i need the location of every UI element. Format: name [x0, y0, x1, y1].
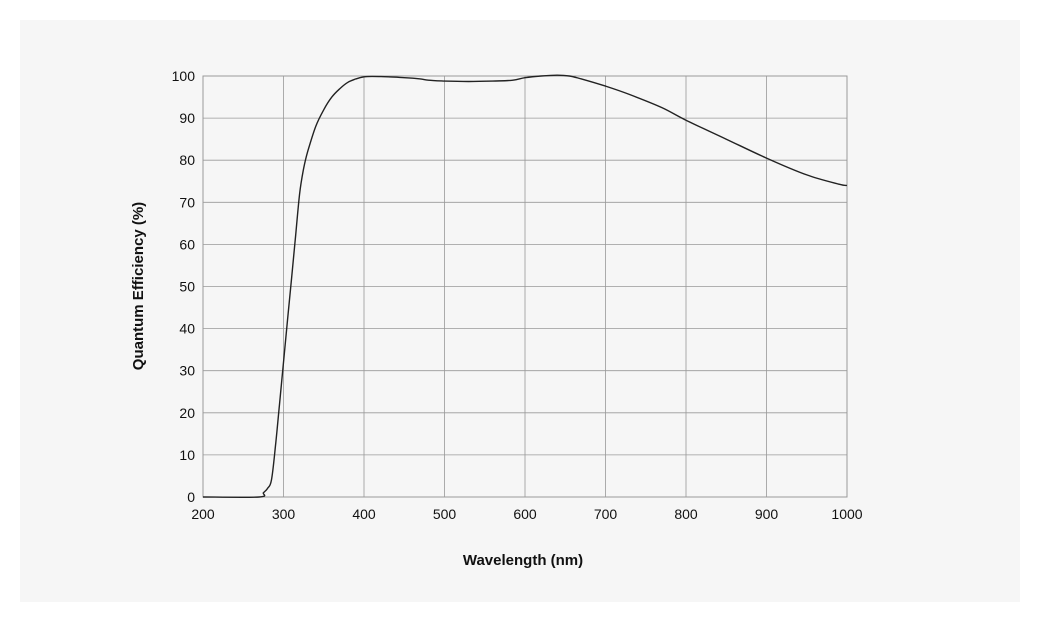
- y-tick-label: 30: [179, 363, 195, 379]
- x-axis-label: Wavelength (nm): [463, 552, 583, 569]
- y-tick-label: 80: [179, 152, 195, 168]
- y-axis-label: Quantum Efficiency (%): [130, 202, 147, 370]
- x-tick-label: 500: [433, 506, 457, 522]
- y-axis-ticks: 0 10 20 30 40 50 60 70 80 90 100: [172, 68, 196, 505]
- grid: [203, 76, 847, 497]
- x-axis-ticks: 200 300 400 500 600 700 800 900 1000: [191, 506, 862, 522]
- x-tick-label: 900: [755, 506, 779, 522]
- x-tick-label: 300: [272, 506, 296, 522]
- chart-panel: 0 10 20 30 40 50 60 70 80 90 100 200 300 400 500 600 70…: [20, 20, 1020, 602]
- series-line: [202, 74, 848, 499]
- x-tick-label: 400: [352, 506, 376, 522]
- y-tick-label: 0: [187, 489, 195, 505]
- y-tick-label: 10: [179, 447, 195, 463]
- y-tick-label: 50: [179, 279, 195, 295]
- y-tick-label: 60: [179, 236, 195, 252]
- y-tick-label: 90: [179, 110, 195, 126]
- x-tick-label: 800: [674, 506, 698, 522]
- plot-frame: [202, 75, 848, 498]
- quantum-efficiency-chart: 0 10 20 30 40 50 60 70 80 90 100 200 300 400 500 600 70…: [130, 68, 863, 569]
- y-tick-label: 100: [172, 68, 196, 84]
- x-tick-label: 200: [191, 506, 215, 522]
- x-tick-label: 600: [513, 506, 537, 522]
- x-tick-label: 1000: [831, 506, 862, 522]
- y-tick-label: 20: [179, 405, 195, 421]
- y-tick-label: 70: [179, 194, 195, 210]
- y-tick-label: 40: [179, 321, 195, 337]
- x-tick-label: 700: [594, 506, 618, 522]
